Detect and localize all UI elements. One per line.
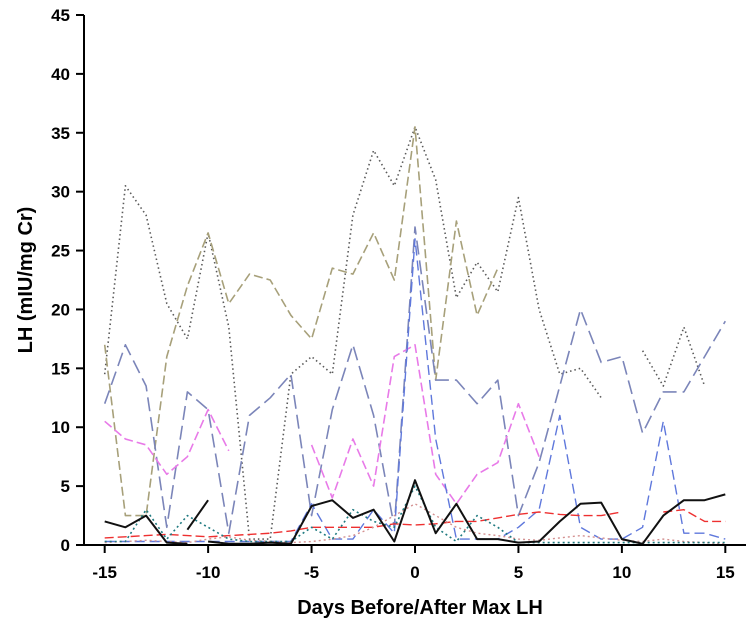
x-tick-label: 10 bbox=[612, 563, 631, 582]
series-line-3 bbox=[103, 226, 726, 534]
y-tick-label: 5 bbox=[61, 477, 70, 496]
series-line-9 bbox=[104, 499, 209, 545]
series-line-8 bbox=[104, 485, 726, 544]
y-tick-label: 0 bbox=[61, 536, 70, 555]
y-tick-label: 25 bbox=[51, 242, 70, 261]
x-axis-title: Days Before/After Max LH bbox=[297, 597, 543, 619]
x-tick-label: -5 bbox=[304, 563, 319, 582]
x-tick-label: -15 bbox=[92, 563, 117, 582]
series-line-4 bbox=[104, 344, 540, 505]
x-tick-label: -10 bbox=[196, 563, 221, 582]
series-line-6 bbox=[104, 509, 726, 539]
y-tick-label: 40 bbox=[51, 65, 70, 84]
y-tick-label: 35 bbox=[51, 124, 70, 143]
series-line-7 bbox=[104, 503, 726, 545]
axes bbox=[76, 14, 746, 553]
series-line-10 bbox=[207, 479, 726, 545]
y-tick-label: 10 bbox=[51, 418, 70, 437]
series-line-2 bbox=[103, 126, 499, 517]
x-tick-label: 5 bbox=[514, 563, 523, 582]
x-tick-label: 15 bbox=[716, 563, 735, 582]
y-tick-label: 15 bbox=[51, 359, 70, 378]
x-tick-label: 0 bbox=[410, 563, 419, 582]
tick-labels: 0 5 10 15 20 25 30 35 40 45 -15 -10 -5 0 5 10 15 bbox=[51, 6, 735, 582]
series-lines bbox=[103, 126, 726, 545]
series-line-1 bbox=[103, 126, 706, 540]
y-tick-label: 45 bbox=[51, 6, 70, 25]
y-axis-title: LH (mIU/mg Cr) bbox=[15, 207, 37, 354]
y-tick-label: 20 bbox=[51, 300, 70, 319]
y-tick-label: 30 bbox=[51, 183, 70, 202]
series-line-5 bbox=[104, 238, 726, 543]
